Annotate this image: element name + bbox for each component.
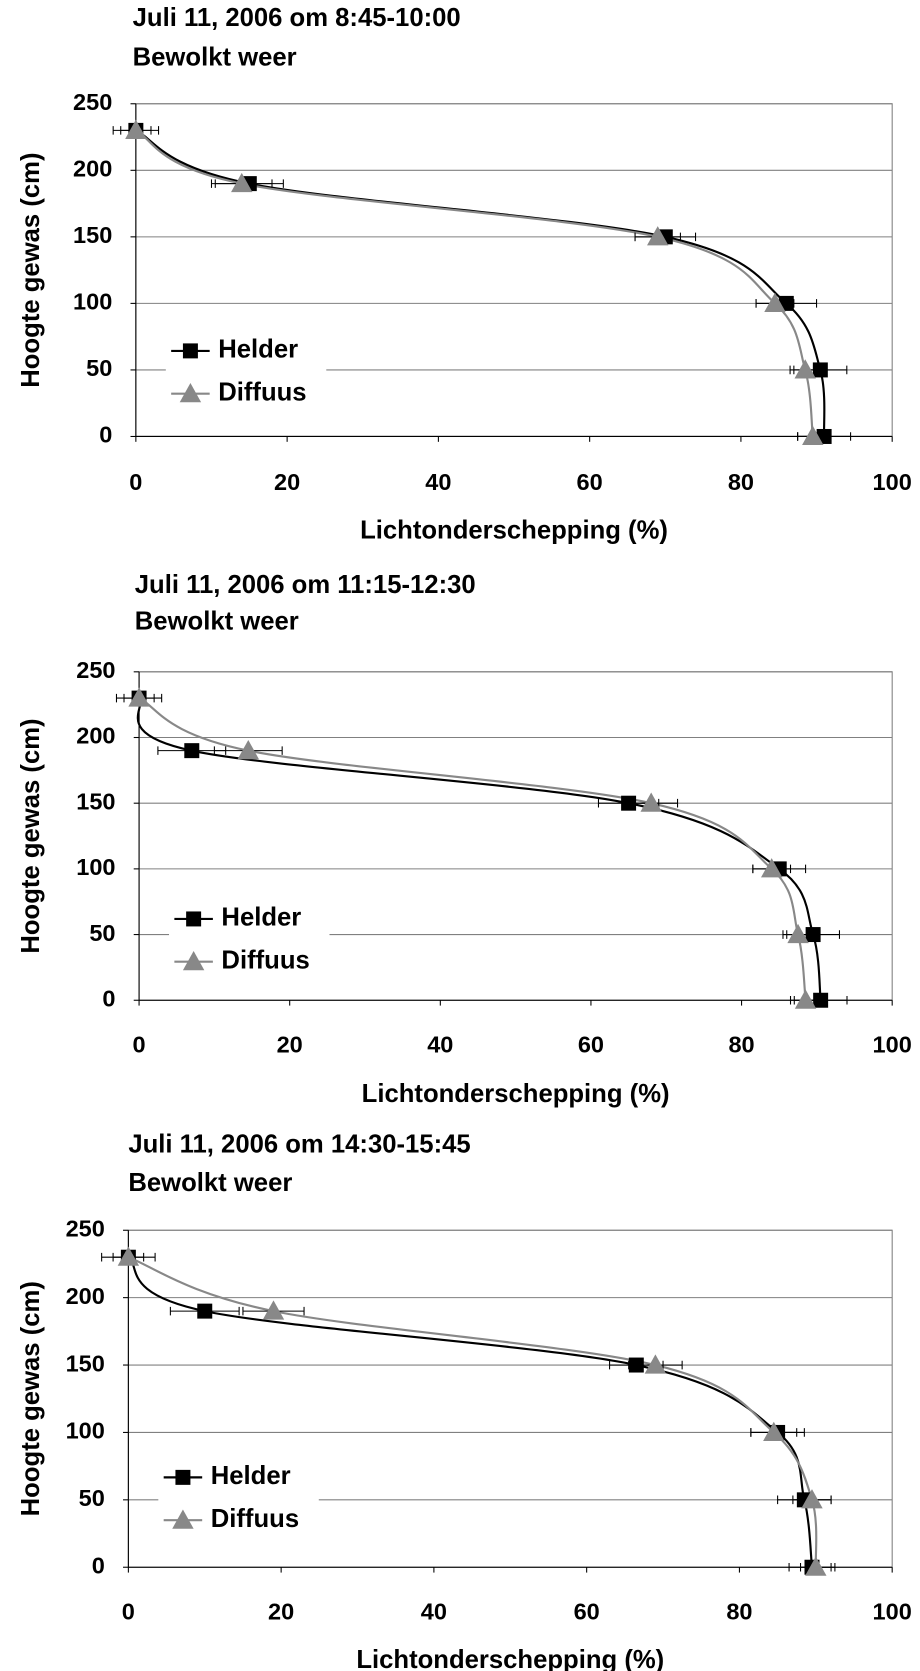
x-tick-label: 100 (873, 1598, 912, 1624)
x-tick-label: 80 (728, 1031, 754, 1057)
chart: Juli 11, 2006 om 14:30-15:45 Bewolkt weer… (17, 1131, 912, 1671)
y-tick-label: 200 (66, 1283, 105, 1309)
legend-marker (179, 382, 202, 403)
marker (647, 226, 669, 246)
marker (763, 1421, 785, 1441)
x-tick-label: 40 (425, 469, 451, 495)
legend-marker (182, 951, 205, 971)
marker (802, 425, 824, 446)
chart-subtitle: Bewolkt weer (133, 44, 297, 72)
marker (801, 1489, 823, 1509)
x-axis-label: Lichtonderschepping (%) (362, 1080, 670, 1108)
legend-marker (186, 911, 202, 927)
marker (805, 1556, 827, 1576)
legend-marker (182, 343, 198, 359)
marker (764, 292, 786, 312)
chart-subtitle: Bewolkt weer (135, 607, 299, 635)
marker (184, 743, 200, 759)
legend-label: Diffuus (221, 947, 309, 975)
chart: Juli 11, 2006 om 8:45-10:00 Bewolkt weer 0… (17, 4, 912, 544)
chart-subtitle: Bewolkt weer (128, 1169, 292, 1197)
chart-title: Juli 11, 2006 om 8:45-10:00 (133, 4, 461, 32)
marker (760, 858, 783, 878)
y-tick-label: 50 (89, 920, 115, 946)
y-tick-label: 150 (73, 222, 112, 248)
y-tick-label: 100 (66, 1418, 105, 1444)
chart-title: Juli 11, 2006 om 11:15-12:30 (135, 571, 476, 599)
x-tick-label: 20 (277, 1031, 303, 1057)
y-tick-label: 200 (76, 723, 115, 749)
x-tick-label: 0 (122, 1598, 135, 1624)
x-tick-label: 0 (133, 1031, 146, 1057)
legend-label: Helder (211, 1462, 291, 1490)
x-tick-label: 60 (577, 469, 603, 495)
marker (794, 359, 816, 379)
legend-label: Helder (218, 336, 298, 364)
y-tick-label: 250 (73, 89, 112, 115)
x-tick-label: 20 (274, 469, 300, 495)
marker (231, 172, 253, 193)
y-axis-label: Hoogte gewas (cm) (17, 718, 45, 953)
marker (262, 1300, 285, 1320)
x-tick-label: 60 (574, 1598, 600, 1624)
marker (628, 1357, 644, 1373)
y-axis-label: Hoogte gewas (cm) (17, 1281, 45, 1516)
y-tick-label: 250 (66, 1215, 105, 1241)
y-tick-label: 50 (86, 355, 112, 381)
x-axis-label: Lichtonderschepping (%) (356, 1646, 664, 1671)
marker (813, 992, 829, 1008)
x-tick-label: 40 (427, 1031, 453, 1057)
x-tick-label: 20 (268, 1598, 294, 1624)
x-tick-label: 60 (578, 1031, 604, 1057)
legend-label: Diffuus (211, 1505, 299, 1533)
marker (117, 1246, 140, 1266)
y-axis-label: Hoogte gewas (cm) (17, 153, 45, 388)
y-tick-label: 100 (73, 289, 112, 315)
legend-label: Diffuus (218, 378, 306, 406)
marker (787, 923, 809, 944)
x-tick-label: 100 (873, 469, 912, 495)
x-tick-label: 40 (421, 1598, 447, 1624)
marker (128, 687, 150, 707)
y-tick-label: 150 (76, 788, 115, 814)
y-tick-label: 50 (79, 1485, 105, 1511)
x-axis-label: Lichtonderschepping (%) (360, 516, 668, 544)
y-tick-label: 200 (73, 156, 112, 182)
y-tick-label: 150 (66, 1350, 105, 1376)
x-tick-label: 80 (728, 469, 754, 495)
marker (621, 795, 637, 811)
marker (125, 119, 147, 139)
marker (812, 362, 828, 378)
y-tick-label: 0 (92, 1552, 105, 1578)
marker (794, 989, 817, 1009)
legend-marker (172, 1509, 194, 1529)
y-tick-label: 100 (76, 854, 115, 880)
legend-marker (175, 1469, 191, 1485)
x-tick-label: 80 (726, 1598, 752, 1624)
y-tick-label: 0 (102, 985, 115, 1011)
y-tick-label: 250 (76, 657, 115, 683)
y-tick-label: 0 (99, 422, 112, 448)
marker (237, 739, 259, 760)
chart: Juli 11, 2006 om 11:15-12:30 Bewolkt weer… (17, 571, 912, 1108)
legend-label: Helder (221, 904, 301, 932)
marker (197, 1303, 213, 1319)
x-tick-label: 0 (129, 469, 142, 495)
marker (640, 792, 662, 812)
x-tick-label: 100 (873, 1031, 912, 1057)
marker (644, 1354, 667, 1374)
marker (805, 927, 821, 943)
chart-title: Juli 11, 2006 om 14:30-15:45 (128, 1131, 470, 1159)
